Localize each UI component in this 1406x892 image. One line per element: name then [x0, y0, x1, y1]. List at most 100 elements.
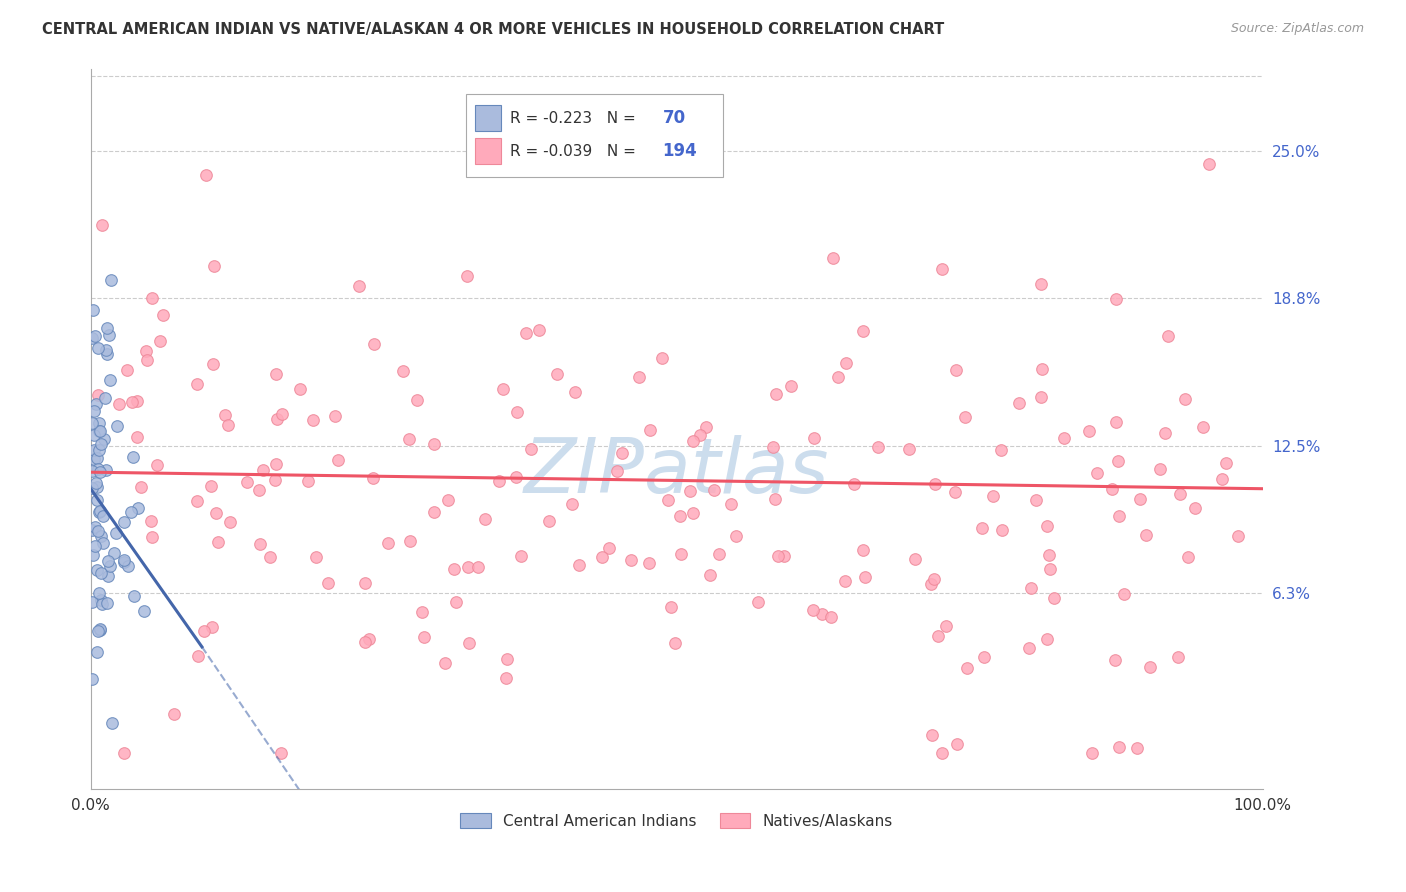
Point — [359, 632, 381, 647]
Point — [897, 442, 920, 456]
Point — [766, 549, 789, 563]
Point — [100, 273, 122, 287]
Point — [96, 321, 118, 335]
Point — [328, 453, 350, 467]
Point — [353, 575, 375, 590]
Point — [98, 559, 121, 574]
Point — [125, 430, 148, 444]
Point — [86, 645, 108, 659]
Point — [121, 450, 143, 465]
Point — [835, 356, 858, 370]
Point — [201, 620, 224, 634]
Point — [488, 475, 510, 489]
Point — [80, 482, 103, 496]
Text: Source: ZipAtlas.com: Source: ZipAtlas.com — [1230, 22, 1364, 36]
Point — [1031, 362, 1053, 376]
Point — [852, 542, 875, 557]
Point — [124, 589, 146, 603]
Point — [1108, 740, 1130, 755]
Point — [519, 442, 541, 457]
FancyBboxPatch shape — [465, 94, 724, 177]
Point — [1112, 587, 1135, 601]
Point — [1043, 591, 1066, 605]
Point — [131, 480, 153, 494]
Point — [94, 463, 117, 477]
Point — [538, 514, 561, 528]
Point — [202, 357, 225, 371]
Point — [1153, 425, 1175, 440]
Point — [288, 382, 311, 396]
Point — [1039, 562, 1062, 576]
Point — [135, 343, 157, 358]
Point — [935, 619, 957, 633]
Point — [97, 328, 120, 343]
Point — [1077, 424, 1099, 438]
Point — [1101, 482, 1123, 496]
Point — [763, 491, 786, 506]
Point — [187, 648, 209, 663]
Point — [620, 552, 643, 566]
Point — [564, 384, 586, 399]
Point — [82, 548, 104, 562]
Point — [458, 636, 481, 650]
Point — [820, 610, 842, 624]
Point — [780, 379, 803, 393]
Point — [90, 597, 112, 611]
Point — [112, 555, 135, 569]
Point — [247, 483, 270, 497]
Point — [506, 405, 529, 419]
Point — [1025, 493, 1047, 508]
Point — [149, 334, 172, 348]
Point — [363, 336, 385, 351]
Point — [678, 483, 700, 498]
Point — [87, 524, 110, 538]
Point — [924, 476, 946, 491]
Point — [115, 363, 138, 377]
Point — [695, 420, 717, 434]
Point — [121, 394, 143, 409]
Point — [217, 417, 239, 432]
Point — [495, 652, 517, 666]
Point — [266, 412, 288, 426]
Point — [270, 746, 292, 760]
Point — [146, 458, 169, 472]
Point — [638, 557, 661, 571]
Point — [495, 672, 517, 686]
Point — [664, 635, 686, 649]
Point — [853, 570, 876, 584]
Point — [205, 506, 228, 520]
Point — [1081, 746, 1104, 760]
Point — [1029, 277, 1052, 291]
Point — [94, 391, 117, 405]
Point — [318, 576, 340, 591]
Point — [945, 363, 967, 377]
Point — [1129, 492, 1152, 507]
Point — [1184, 500, 1206, 515]
Point — [1019, 582, 1042, 596]
Point — [84, 475, 107, 490]
Point — [505, 470, 527, 484]
Point — [423, 436, 446, 450]
Point — [127, 501, 149, 516]
FancyBboxPatch shape — [475, 138, 501, 164]
Point — [1104, 653, 1126, 667]
Point — [89, 424, 111, 438]
Point — [659, 599, 682, 614]
Point — [89, 443, 111, 458]
Point — [1108, 509, 1130, 524]
Point — [141, 515, 163, 529]
Text: CENTRAL AMERICAN INDIAN VS NATIVE/ALASKAN 4 OR MORE VEHICLES IN HOUSEHOLD CORREL: CENTRAL AMERICAN INDIAN VS NATIVE/ALASKA… — [42, 22, 945, 37]
Point — [84, 520, 107, 534]
Point — [981, 489, 1004, 503]
Point — [1087, 466, 1109, 480]
Point — [97, 569, 120, 583]
Point — [86, 480, 108, 494]
Point — [399, 534, 422, 549]
Point — [946, 737, 969, 751]
Point — [657, 493, 679, 508]
Point — [252, 463, 274, 477]
Point — [827, 370, 849, 384]
Point — [89, 624, 111, 638]
Point — [353, 635, 375, 649]
Point — [931, 746, 953, 760]
